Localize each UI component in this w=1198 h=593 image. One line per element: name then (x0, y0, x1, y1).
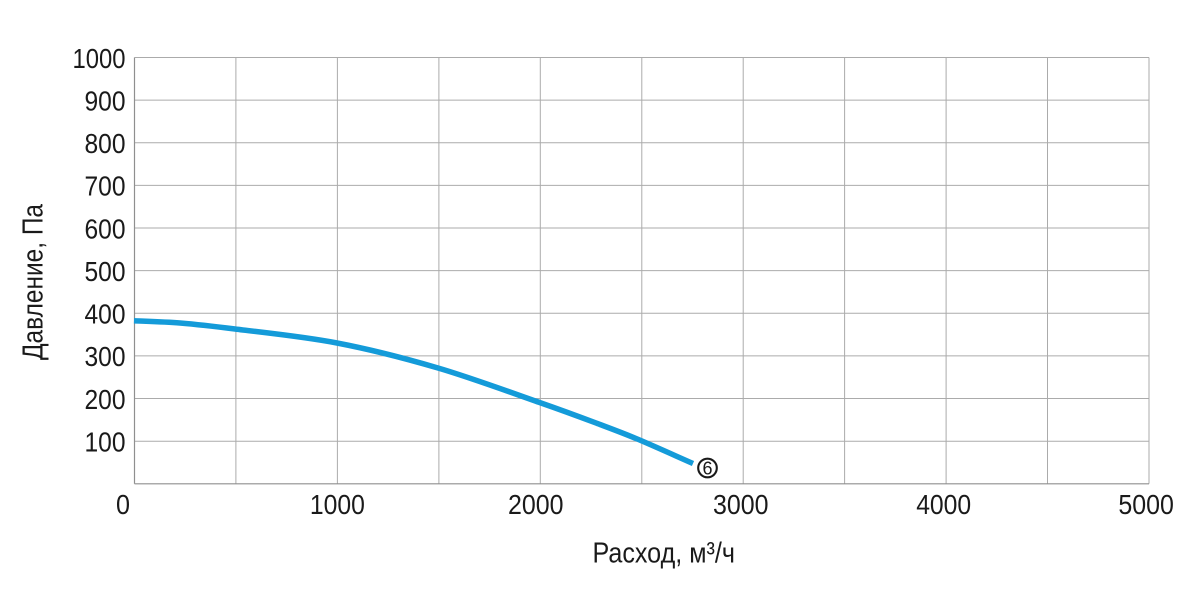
svg-text:300: 300 (85, 341, 126, 372)
svg-text:800: 800 (85, 128, 126, 159)
svg-text:100: 100 (85, 427, 126, 458)
svg-text:4000: 4000 (916, 489, 971, 520)
svg-text:5000: 5000 (1118, 489, 1174, 520)
svg-text:3000: 3000 (713, 489, 769, 520)
svg-text:1000: 1000 (73, 43, 126, 74)
svg-text:Расход, м³/ч: Расход, м³/ч (592, 538, 735, 570)
svg-text:2000: 2000 (508, 489, 564, 520)
svg-text:200: 200 (85, 384, 126, 415)
svg-text:6: 6 (702, 458, 712, 478)
svg-text:900: 900 (85, 85, 126, 116)
svg-text:500: 500 (85, 256, 126, 287)
svg-text:Давление, Па: Давление, Па (17, 203, 49, 360)
svg-text:700: 700 (85, 171, 126, 202)
svg-text:600: 600 (85, 213, 126, 244)
svg-text:1000: 1000 (310, 489, 365, 520)
svg-text:0: 0 (116, 489, 130, 520)
svg-text:400: 400 (85, 299, 126, 330)
